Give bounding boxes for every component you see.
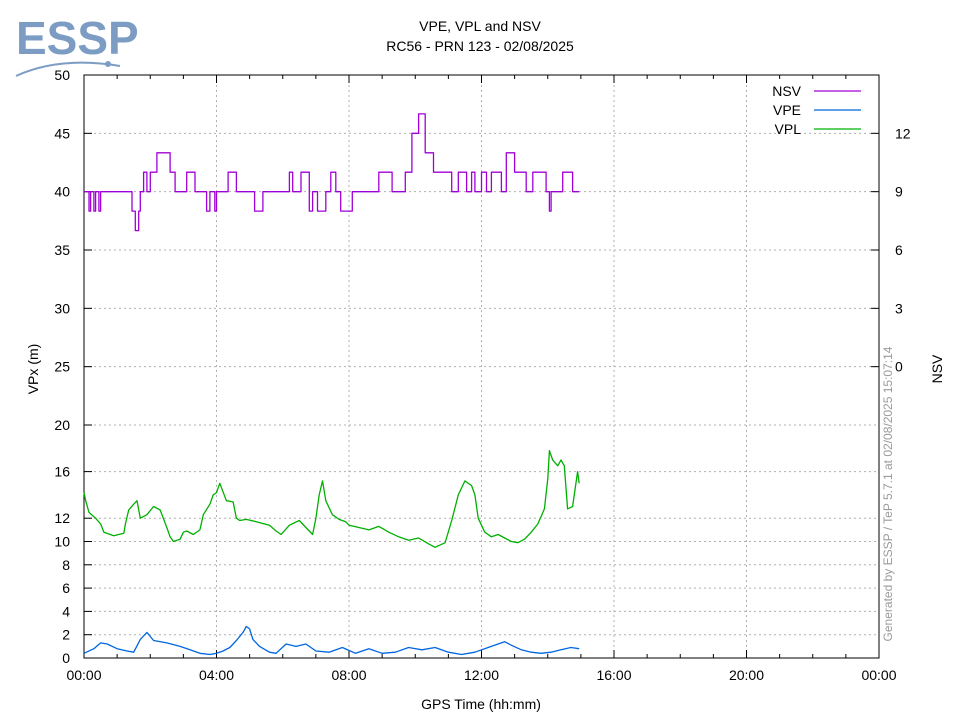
- series-line-vpe: [83, 625, 580, 656]
- y-tick-label: 25: [54, 359, 70, 375]
- chart-title: VPE, VPL and NSV: [419, 18, 541, 34]
- y-tick-label: 2: [62, 627, 70, 643]
- legend-label-nsv: NSV: [772, 83, 801, 99]
- legend-label-vpl: VPL: [775, 121, 802, 137]
- y2-tick-label: 12: [895, 125, 911, 141]
- y2-tick-label: 6: [895, 242, 903, 258]
- y2-tick-label: 0: [895, 359, 903, 375]
- ticks: 00:00 04:00 08:00 12:00 16:00 20:00 00:0002468…: [54, 67, 910, 683]
- series-line-vpl: [83, 449, 580, 548]
- y-tick-label: 40: [54, 184, 70, 200]
- x-tick-label: 08:00: [331, 667, 366, 683]
- legend-label-vpe: VPE: [773, 102, 801, 118]
- y-tick-label: 8: [62, 557, 70, 573]
- x-axis-label: GPS Time (hh:mm): [421, 696, 541, 712]
- y-tick-label: 4: [62, 603, 70, 619]
- series-layer: [83, 113, 580, 656]
- y-tick-label: 45: [54, 125, 70, 141]
- y-tick-label: 50: [54, 67, 70, 83]
- y-tick-label: 12: [54, 510, 70, 526]
- logo-dot: [105, 61, 111, 67]
- y2-tick-label: 9: [895, 184, 903, 200]
- y-tick-label: 10: [54, 534, 70, 550]
- x-tick-label: 16:00: [596, 667, 631, 683]
- x-tick-label: 04:00: [199, 667, 234, 683]
- essp-logo: ESSP: [15, 12, 139, 77]
- x-tick-label: 12:00: [464, 667, 499, 683]
- y-tick-label: 30: [54, 300, 70, 316]
- chart-subtitle: RC56 - PRN 123 - 02/08/2025: [386, 38, 574, 54]
- series-line-nsv: [84, 113, 580, 232]
- grid: [84, 75, 879, 658]
- y-tick-label: 16: [54, 464, 70, 480]
- logo-text: ESSP: [16, 12, 139, 64]
- y-tick-label: 20: [54, 417, 70, 433]
- y2-tick-label: 3: [895, 300, 903, 316]
- y-tick-label: 6: [62, 580, 70, 596]
- y2-axis-label: NSV: [929, 354, 945, 383]
- y-tick-label: 0: [62, 650, 70, 666]
- y-axis-label: VPx (m): [25, 344, 41, 395]
- legend: NSV VPE VPL: [772, 83, 861, 137]
- y-tick-label: 35: [54, 242, 70, 258]
- watermark: Generated by ESSP / TeP 5.7.1 at 02/08/2…: [881, 346, 895, 641]
- x-tick-label: 00:00: [861, 667, 896, 683]
- x-tick-label: 20:00: [729, 667, 764, 683]
- x-tick-label: 00:00: [66, 667, 101, 683]
